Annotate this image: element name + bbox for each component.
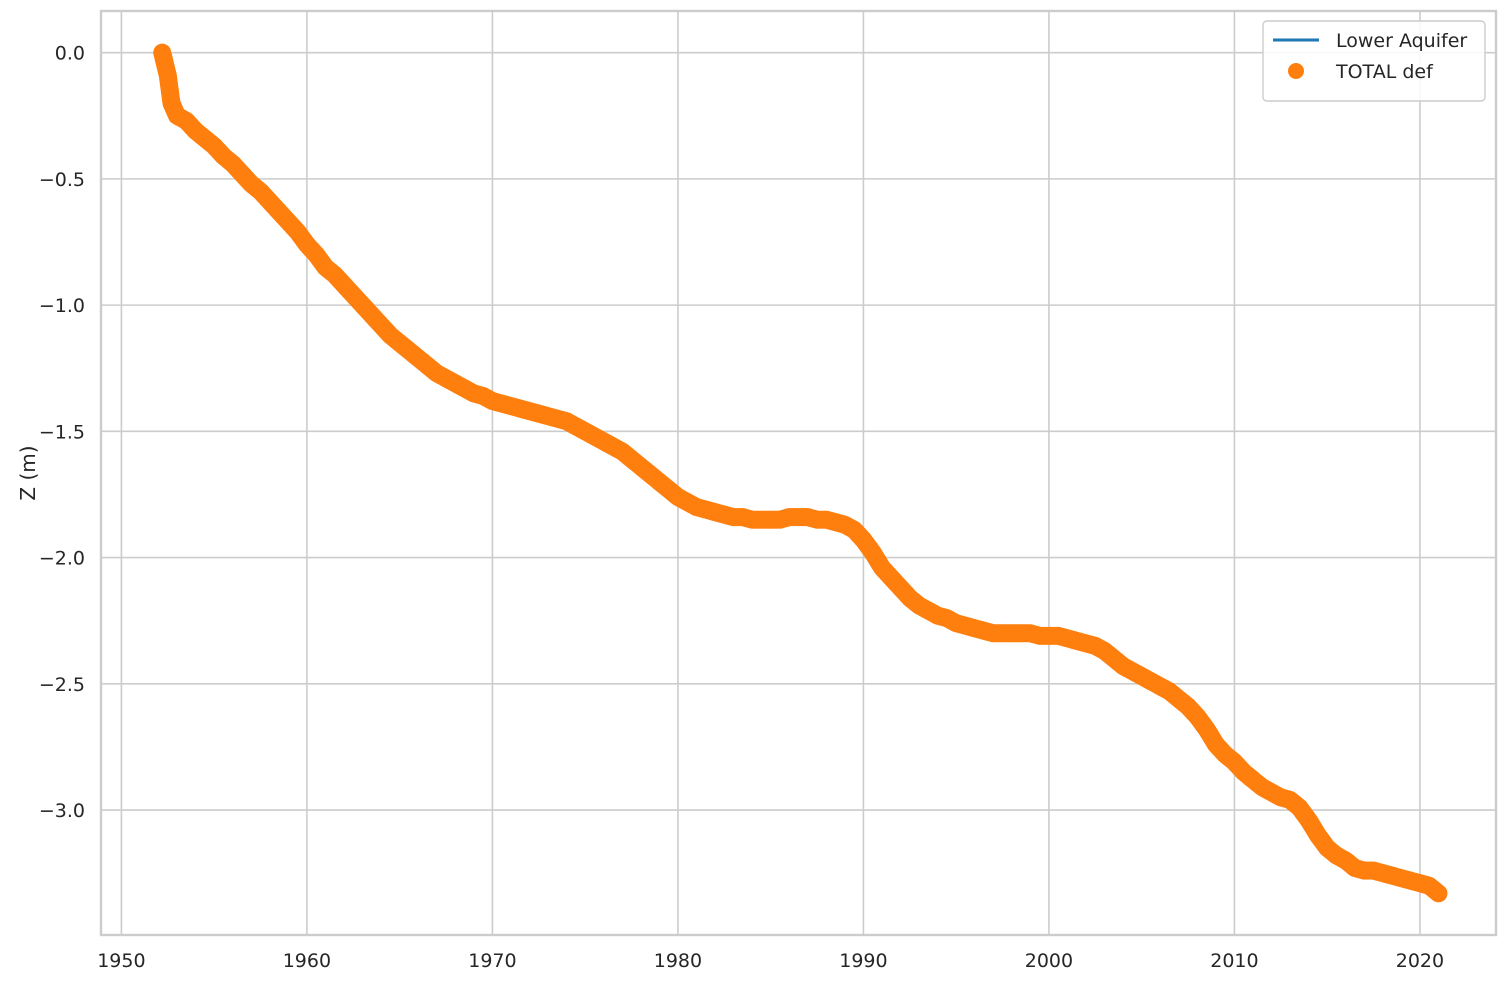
total-def-point [153,43,172,62]
legend-entry-label: TOTAL def [1335,61,1434,83]
total-def-point [1197,720,1216,739]
x-tick-label: 2010 [1210,950,1258,972]
y-tick-label: −1.0 [39,295,85,317]
series-layer [153,43,1448,903]
y-tick-label: −2.0 [39,548,85,570]
x-tick-label: 1950 [97,950,145,972]
total-def-point [1290,798,1309,817]
total-def-points [153,43,1448,903]
plot-area [99,9,1498,937]
x-tick-label: 1960 [283,950,331,972]
y-tick-label: −1.5 [39,421,85,443]
x-tick-label: 2000 [1025,950,1073,972]
y-tick-label: −3.0 [39,800,85,822]
y-tick-label: −2.5 [39,674,85,696]
grid [101,11,1496,935]
total-def-point [863,543,882,562]
total-def-point [158,66,177,85]
x-tick-label: 2020 [1396,950,1444,972]
total-def-point [854,530,873,549]
total-def-point [1299,811,1318,830]
y-tick-label: −0.5 [39,169,85,191]
total-def-point [1188,707,1207,726]
x-tick-label: 1980 [654,950,702,972]
legend-entry-label: Lower Aquifer [1336,30,1467,52]
total-def-point [288,222,307,241]
y-tick-label: 0.0 [55,43,85,65]
axes-frame [99,9,1498,937]
x-tick-label: 1990 [839,950,887,972]
legend-marker-swatch [1288,63,1304,79]
y-axis-label: Z (m) [16,445,40,500]
y-axis-ticks: 0.0 −0.5 −1.0 −1.5 −2.0 −2.5 −3.0 [39,43,85,822]
x-tick-label: 1970 [468,950,516,972]
total-def-point [1308,826,1327,845]
total-def-point [307,245,326,264]
x-axis-ticks: 1950 1960 1970 1980 1990 2000 2010 2020 [97,950,1444,972]
total-def-point [1429,884,1448,903]
legend: Lower Aquifer TOTAL def [1262,20,1486,102]
